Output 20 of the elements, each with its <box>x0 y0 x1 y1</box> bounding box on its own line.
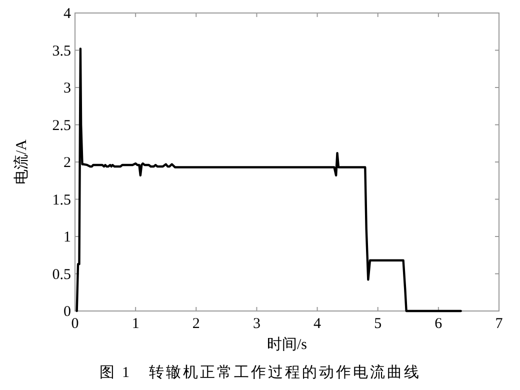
y-tick-label: 2.5 <box>52 118 71 134</box>
y-tick-label: 0 <box>64 304 71 320</box>
y-tick-label: 4 <box>64 6 72 22</box>
caption: 图 1 转辙机正常工作过程的动作电流曲线 <box>99 364 421 381</box>
y-tick-label: 1.5 <box>52 192 71 208</box>
x-tick-label: 6 <box>434 316 443 332</box>
x-tick-label: 4 <box>314 316 322 332</box>
y-tick-label: 3.5 <box>52 43 71 60</box>
x-tick-label: 7 <box>495 316 504 332</box>
x-axis-title: 时间/s <box>266 336 308 353</box>
y-tick-label: 3 <box>64 80 71 96</box>
y-tick-label: 1 <box>64 230 71 246</box>
line-series <box>76 48 462 312</box>
x-tick-label: 3 <box>252 316 260 332</box>
y-axis-title: 电流/A <box>13 139 30 184</box>
x-tick-label: 1 <box>132 316 140 332</box>
x-tick-label: 2 <box>192 316 200 332</box>
x-tick-label: 5 <box>374 316 382 332</box>
y-tick-label: 0.5 <box>52 266 71 283</box>
y-tick-label: 2 <box>64 155 71 171</box>
